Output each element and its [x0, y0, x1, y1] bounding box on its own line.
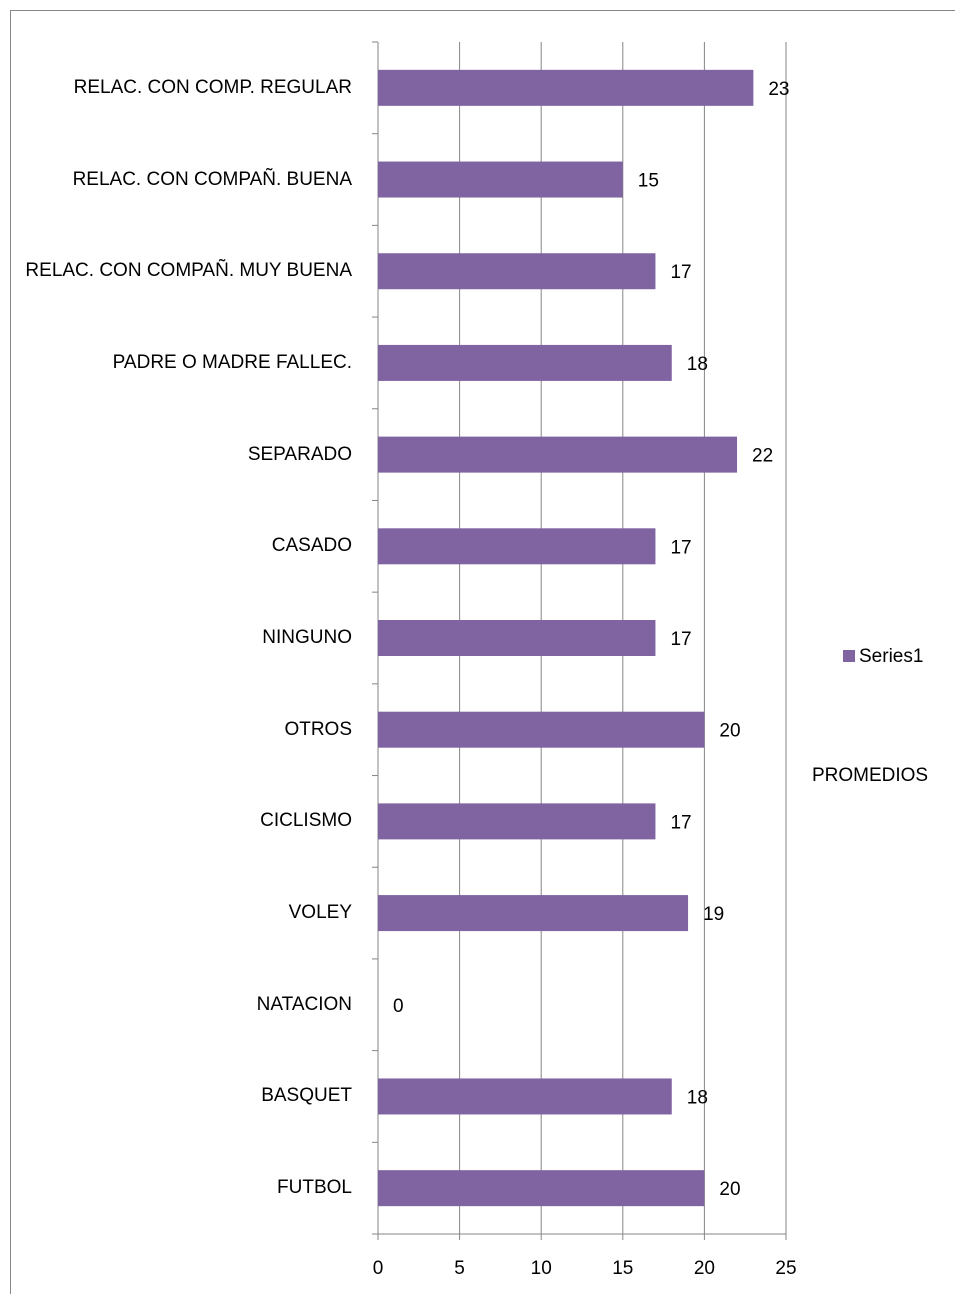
data-label: 17 — [670, 629, 691, 650]
y-tick-label: RELAC. CON COMPAÑ. BUENA — [72, 168, 352, 190]
x-tick-label: 10 — [531, 1258, 552, 1279]
bar — [378, 1170, 705, 1207]
bar — [378, 528, 656, 565]
axis-title: PROMEDIOS — [812, 765, 928, 786]
data-label: 18 — [687, 354, 708, 375]
data-label: 17 — [670, 812, 691, 833]
data-label: 0 — [393, 996, 404, 1017]
y-tick-label: RELAC. CON COMP. REGULAR — [73, 76, 352, 98]
y-tick-label: PADRE O MADRE FALLEC. — [112, 351, 352, 373]
data-label: 20 — [719, 721, 740, 742]
bar — [378, 69, 754, 106]
bar — [378, 803, 656, 840]
x-tick-label: 15 — [612, 1258, 633, 1279]
y-tick-label: CASADO — [271, 535, 352, 557]
y-tick-label: VOLEY — [288, 902, 352, 924]
chart-border — [10, 10, 955, 1294]
x-tick-label: 0 — [373, 1258, 384, 1279]
y-tick-label: NINGUNO — [262, 627, 352, 648]
legend-swatch — [843, 650, 855, 662]
bar — [378, 344, 672, 381]
y-tick-label: BASQUET — [261, 1085, 352, 1107]
y-tick-label: OTROS — [284, 718, 352, 740]
data-label: 19 — [703, 904, 724, 925]
x-tick-label: 20 — [694, 1258, 715, 1279]
data-label: 20 — [719, 1179, 740, 1200]
bar — [378, 620, 656, 656]
data-label: 15 — [638, 171, 659, 192]
x-tick-label: 5 — [454, 1258, 465, 1279]
data-label: 17 — [670, 262, 691, 283]
bar — [378, 436, 738, 473]
bar — [378, 895, 689, 932]
y-tick-label: CICLISMO — [260, 810, 352, 832]
y-tick-label: NATACION — [256, 993, 352, 1015]
data-label: 23 — [768, 79, 789, 100]
bar — [378, 1078, 672, 1115]
y-tick-label: SEPARADO — [247, 443, 352, 465]
bar — [378, 253, 656, 290]
data-label: 18 — [687, 1087, 708, 1108]
y-tick-label: RELAC. CON COMPAÑ. MUY BUENA — [25, 260, 352, 282]
bar — [378, 711, 705, 748]
legend-label: Series1 — [859, 646, 923, 667]
x-tick-label: 25 — [775, 1258, 796, 1279]
data-label: 22 — [752, 446, 773, 467]
bar — [378, 161, 623, 198]
y-tick-label: FUTBOL — [277, 1177, 352, 1199]
data-label: 17 — [670, 537, 691, 558]
